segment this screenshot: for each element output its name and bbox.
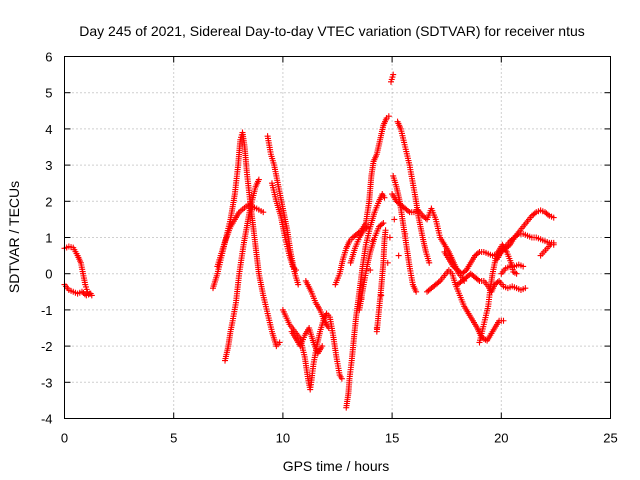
data-point (255, 176, 262, 183)
data-point (382, 227, 389, 234)
x-tick-labels: 0 5 10 15 20 25 (61, 431, 618, 446)
data-point (373, 325, 380, 331)
data-point (391, 216, 398, 223)
data-point (380, 220, 387, 227)
x-tick-label: 20 (494, 431, 508, 446)
data-point (378, 292, 385, 299)
y-axis-label: SDTVAR / TECUs (6, 181, 22, 293)
data-point (295, 281, 302, 288)
data-point (358, 296, 365, 303)
plot-frame (64, 56, 611, 419)
data-point (513, 270, 520, 277)
data-point (522, 285, 529, 292)
data-point (276, 339, 283, 346)
y-tick-label: 1 (45, 231, 52, 246)
data-point (384, 259, 391, 266)
y-tick-label: 4 (45, 122, 52, 137)
data-point (520, 263, 527, 270)
data-point (87, 290, 94, 297)
data-point (319, 343, 326, 350)
x-tick-label: 5 (170, 431, 177, 446)
data-point (338, 375, 345, 382)
y-tick-label: -3 (41, 375, 53, 390)
y-tick-label: -1 (41, 303, 53, 318)
y-tick-label: 3 (45, 158, 52, 173)
data-point (426, 259, 433, 266)
data-marks (61, 71, 557, 411)
chart-title: Day 245 of 2021, Sidereal Day-to-day VTE… (79, 23, 585, 39)
y-tick-label: 6 (45, 50, 52, 65)
y-tick-label: 5 (45, 86, 52, 101)
data-point (381, 194, 388, 201)
data-point (550, 214, 557, 221)
x-axis-label: GPS time / hours (283, 458, 390, 474)
data-point (367, 267, 374, 274)
x-tick-label: 10 (276, 431, 290, 446)
x-tick-label: 25 (603, 431, 617, 446)
x-tick-label: 0 (61, 431, 68, 446)
y-tick-label: -4 (41, 412, 53, 427)
data-point (390, 71, 397, 78)
data-point (293, 267, 300, 274)
data-point (385, 113, 392, 120)
data-point (395, 252, 402, 259)
data-point (402, 230, 409, 237)
data-point (386, 234, 393, 241)
data-point (260, 209, 267, 216)
data-point (365, 223, 372, 230)
x-tick-label: 15 (385, 431, 399, 446)
data-point (550, 241, 557, 248)
data-point (413, 288, 420, 295)
y-tick-label: 0 (45, 267, 52, 282)
y-tick-label: 2 (45, 194, 52, 209)
y-tick-label: -2 (41, 339, 53, 354)
data-point (369, 238, 376, 245)
data-point (325, 325, 332, 331)
data-point (500, 317, 507, 324)
y-tick-labels: -4 -3 -2 -1 0 1 2 3 4 5 6 (41, 50, 53, 427)
